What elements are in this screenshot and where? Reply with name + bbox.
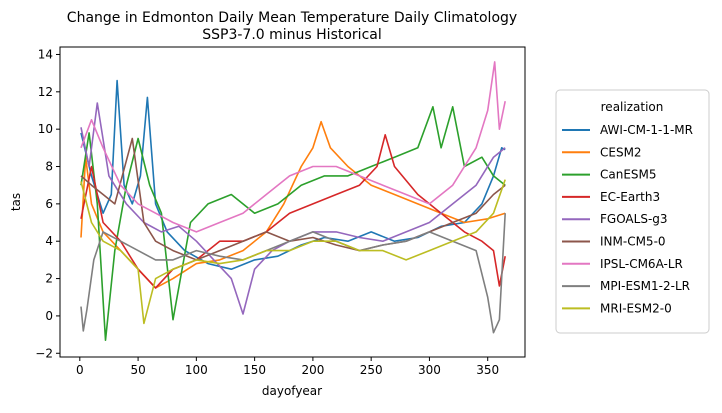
- series-line-canesm5: [80, 106, 506, 342]
- x-tick-label: 300: [418, 363, 441, 377]
- series-line-fgoals-g3: [80, 102, 506, 315]
- legend-title: realization: [601, 100, 664, 114]
- x-tick-label: 100: [185, 363, 208, 377]
- x-tick-label: 350: [476, 363, 499, 377]
- legend-label: AWI-CM-1-1-MR: [600, 123, 693, 137]
- y-tick-label: 8: [45, 160, 53, 174]
- x-ticks: 0 50 100 150 200 250 300 350: [76, 357, 499, 377]
- legend-label: FGOALS-g3: [600, 212, 668, 226]
- plot-frame: [59, 46, 526, 358]
- chart-subtitle: SSP3-7.0 minus Historical: [202, 27, 381, 43]
- legend-label: IPSL-CM6A-LR: [600, 257, 683, 271]
- y-tick-label: −2: [35, 346, 53, 360]
- series-line-mpi-esm1-2-lr: [80, 213, 506, 334]
- y-tick-label: 4: [45, 234, 53, 248]
- legend: realization AWI-CM-1-1-MR CESM2 CanESM5 EC-…: [555, 89, 710, 334]
- legend-items: AWI-CM-1-1-MR CESM2 CanESM5 EC-Earth3 FGOALS…: [562, 123, 693, 315]
- series-line-awi-cm-1-1-mr: [80, 79, 506, 271]
- legend-label: MRI-ESM2-0: [600, 301, 672, 315]
- series-line-ipsl-cm6a-lr: [80, 61, 506, 233]
- series-layer: [80, 61, 506, 342]
- x-tick-label: 200: [301, 363, 324, 377]
- legend-box: [555, 89, 710, 334]
- x-tick-label: 0: [76, 363, 84, 377]
- x-axis-label: dayofyear: [262, 384, 322, 398]
- x-tick-label: 50: [130, 363, 145, 377]
- y-tick-label: 12: [38, 85, 53, 99]
- y-tick-label: 14: [38, 47, 53, 61]
- legend-label: INM-CM5-0: [600, 235, 666, 249]
- y-tick-label: 6: [45, 197, 53, 211]
- legend-label: CESM2: [600, 145, 642, 159]
- y-tick-label: 2: [45, 272, 53, 286]
- y-tick-label: 10: [38, 122, 53, 136]
- chart-title: Change in Edmonton Daily Mean Temperatur…: [67, 10, 517, 26]
- y-axis-label: tas: [9, 193, 23, 211]
- x-tick-label: 250: [360, 363, 383, 377]
- legend-label: MPI-ESM1-2-LR: [600, 279, 690, 293]
- x-tick-label: 150: [243, 363, 266, 377]
- legend-label: EC-Earth3: [600, 190, 660, 204]
- series-line-inm-cm5-0: [80, 137, 506, 261]
- series-line-ec-earth3: [80, 134, 506, 289]
- y-tick-label: 0: [45, 309, 53, 323]
- legend-label: CanESM5: [600, 168, 657, 182]
- y-ticks: −2 0 2 4 6 8 10 12 14: [35, 47, 60, 360]
- series-line-mri-esm2-0: [80, 179, 506, 325]
